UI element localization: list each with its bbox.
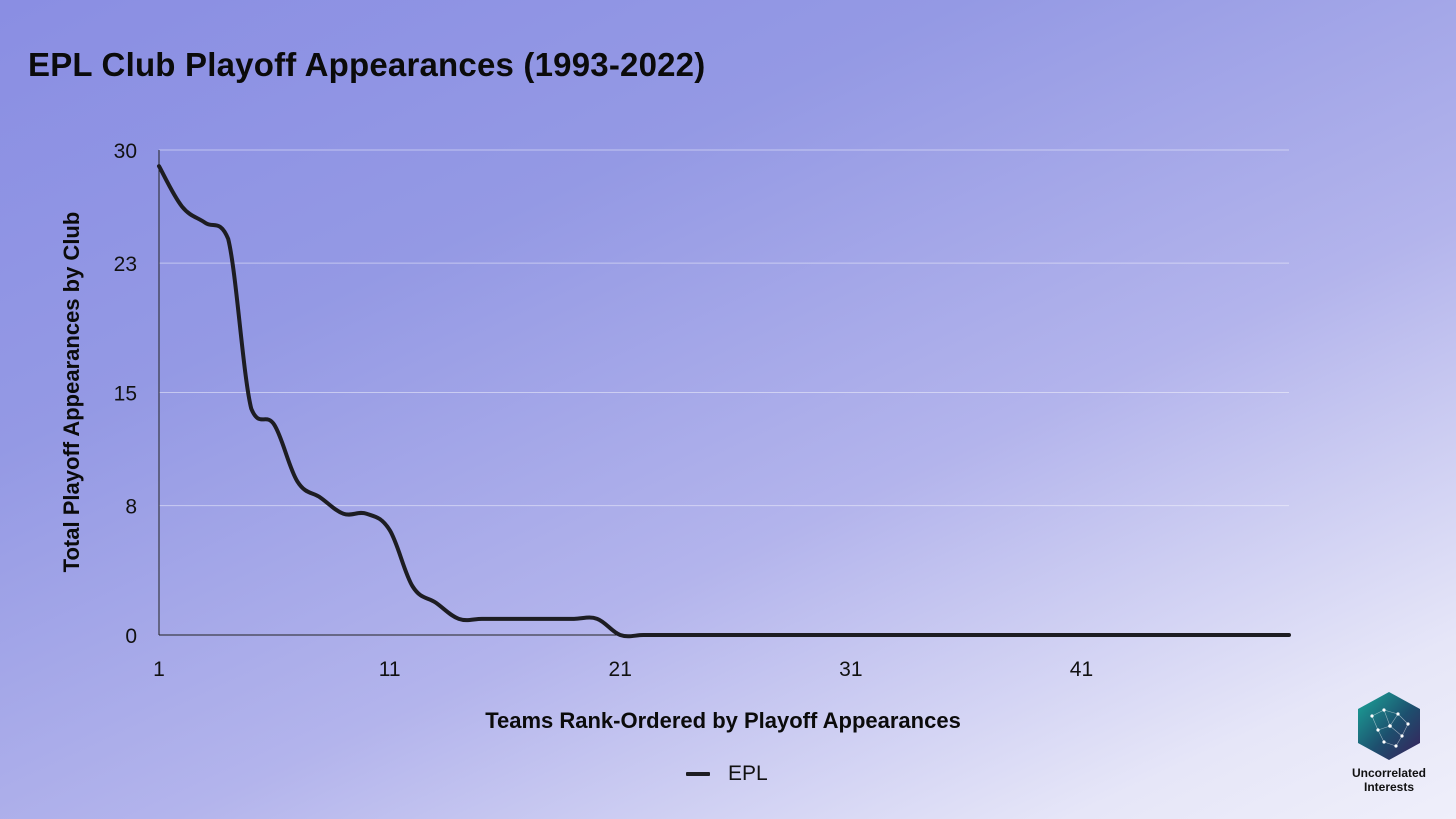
data-point: [526, 617, 530, 621]
data-point: [1172, 633, 1176, 637]
x-axis-label: Teams Rank-Ordered by Playoff Appearance…: [485, 708, 961, 733]
data-point: [549, 617, 553, 621]
data-point: [295, 479, 299, 483]
series-line-epl: [157, 164, 1291, 639]
data-point: [1103, 633, 1107, 637]
logo-text: Uncorrelated Interests: [1336, 766, 1442, 794]
y-tick-label: 0: [125, 625, 137, 648]
y-tick-label: 23: [114, 253, 137, 276]
data-point: [918, 633, 922, 637]
data-point: [595, 617, 599, 621]
x-tick-label: 1: [153, 658, 165, 681]
data-point: [803, 633, 807, 637]
data-point: [1218, 633, 1222, 637]
data-point: [249, 407, 253, 411]
data-point: [457, 617, 461, 621]
data-point: [941, 633, 945, 637]
data-point: [964, 633, 968, 637]
data-point: [664, 633, 668, 637]
data-point: [710, 633, 714, 637]
legend-swatch-epl: [686, 772, 710, 776]
data-point: [1010, 633, 1014, 637]
y-tick-label: 15: [114, 383, 137, 406]
data-point: [157, 164, 161, 168]
data-point: [872, 633, 876, 637]
x-tick-label: 41: [1070, 658, 1093, 681]
data-point: [1241, 633, 1245, 637]
y-tick-label: 30: [114, 140, 137, 163]
grid-lines: [159, 149, 1289, 507]
legend: EPL: [686, 762, 768, 786]
x-tick-label: 21: [609, 658, 632, 681]
x-tick-label: 31: [839, 658, 862, 681]
data-point: [1056, 633, 1060, 637]
data-point: [734, 633, 738, 637]
data-point: [687, 633, 691, 637]
data-point: [780, 633, 784, 637]
data-point: [388, 528, 392, 532]
data-point: [757, 633, 761, 637]
data-point: [1149, 633, 1153, 637]
data-point: [503, 617, 507, 621]
data-point: [641, 633, 645, 637]
data-point: [572, 617, 576, 621]
chart-title: EPL Club Playoff Appearances (1993-2022): [28, 46, 706, 83]
data-point: [618, 633, 622, 637]
legend-label-epl: EPL: [728, 762, 768, 785]
data-point: [480, 617, 484, 621]
data-point: [180, 205, 184, 209]
data-point: [434, 601, 438, 605]
x-tick-label: 11: [379, 658, 401, 681]
logo: [1350, 690, 1428, 767]
data-point: [1079, 633, 1083, 637]
data-point: [1287, 633, 1291, 637]
hexagon-network-icon: [1358, 692, 1420, 760]
data-point: [987, 633, 991, 637]
data-point: [1195, 633, 1199, 637]
data-point: [849, 633, 853, 637]
y-tick-label: 8: [125, 496, 137, 519]
y-axis-label: Total Playoff Appearances by Club: [59, 212, 84, 573]
data-point: [895, 633, 899, 637]
data-point: [1264, 633, 1268, 637]
data-point: [411, 585, 415, 589]
data-point: [1033, 633, 1037, 637]
data-point: [1126, 633, 1130, 637]
data-point: [226, 237, 230, 241]
data-point: [318, 496, 322, 500]
logo-text-line1: Uncorrelated: [1351, 766, 1427, 780]
logo-text-line2: Interests: [1363, 780, 1415, 794]
data-point: [272, 423, 276, 427]
data-point: [341, 512, 345, 516]
series-layer: [157, 164, 1291, 639]
data-point: [826, 633, 830, 637]
data-point: [203, 221, 207, 225]
data-point: [365, 512, 369, 516]
